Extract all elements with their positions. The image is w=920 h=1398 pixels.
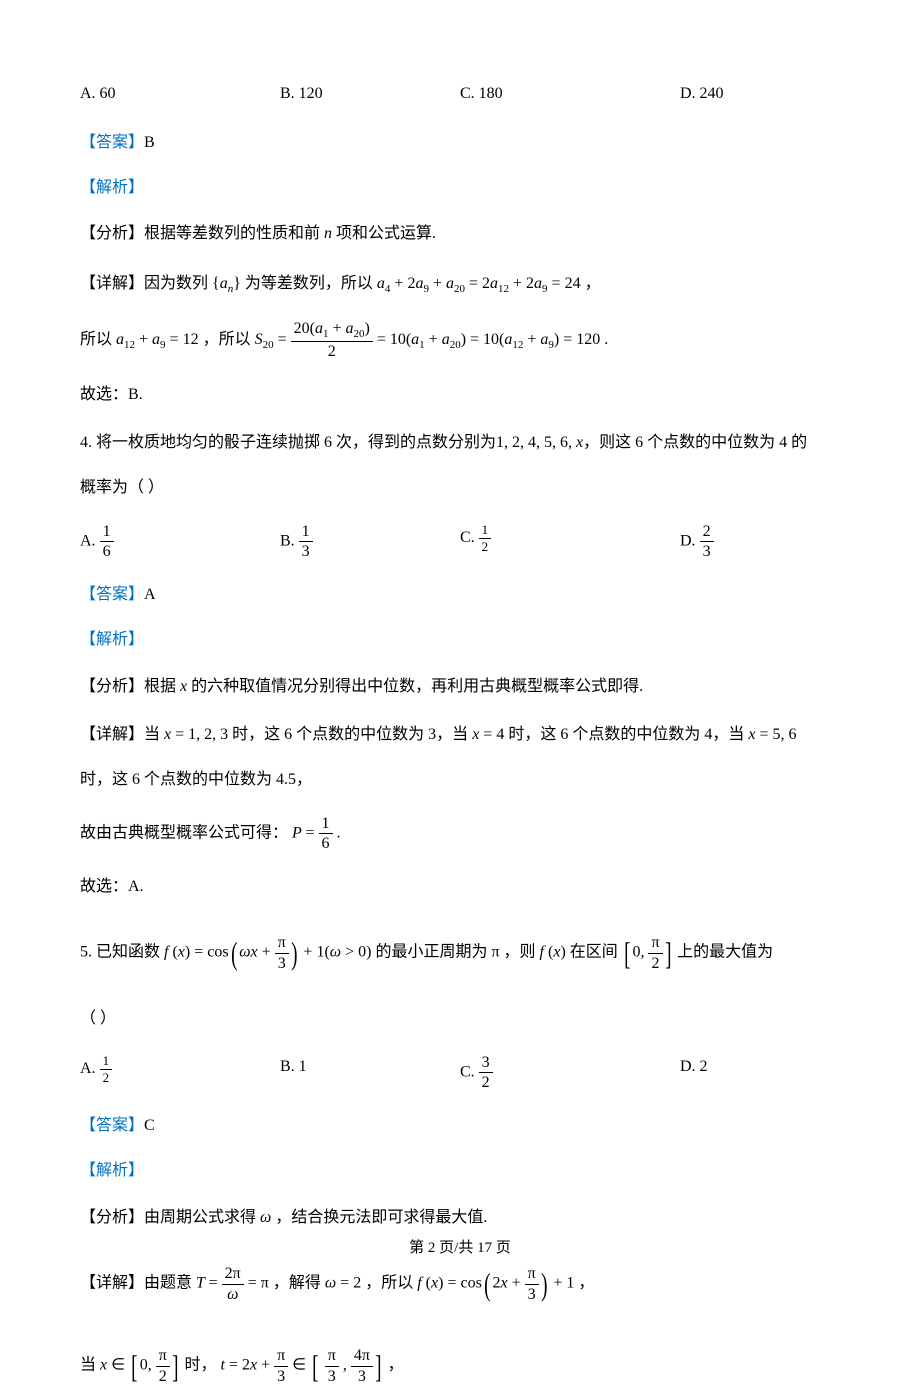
q4-answer-label: 【答案】	[80, 586, 144, 603]
q5-choice-c: C. 32	[460, 1053, 680, 1092]
q4-vals: 1, 2, 4, 5, 6, x	[496, 434, 583, 451]
q4-analysis-label: 【解析】	[80, 626, 840, 655]
q4-choice-a: A. 16	[80, 522, 280, 561]
q5-choice-a: A. 12	[80, 1053, 280, 1092]
q3-answer-line: 【答案】B	[80, 129, 840, 158]
q5-answer: C	[144, 1117, 155, 1134]
q3-answer-label: 【答案】	[80, 134, 144, 151]
q5-choice-b: B. 1	[280, 1053, 460, 1092]
q3-choices: A. 60 B. 120 C. 180 D. 240	[80, 80, 840, 109]
q4-detail-3: 故由古典概型概率公式可得： P = 16 .	[80, 814, 840, 853]
q4-detail-1: 【详解】当 x = 1, 2, 3 时，这 6 个点数的中位数为 3，当 x =…	[80, 721, 840, 750]
q3-detail-1: 【详解】因为数列 {an} 为等差数列，所以 a4 + 2a9 + a20 = …	[80, 268, 840, 300]
q3-choice-d: D. 240	[680, 80, 820, 109]
q3-eq2-tail: = 10(a1 + a20) = 10(a12 + a9) = 120	[377, 331, 600, 348]
q5-answer-label: 【答案】	[80, 1117, 144, 1134]
q3-choice-c: C. 180	[460, 80, 680, 109]
q4-detail-2: 时，这 6 个点数的中位数为 4.5，	[80, 764, 840, 796]
q5-stem: 5. 已知函数 f (x) = cos(ωx + π3) + 1(ω > 0) …	[80, 921, 840, 985]
q3-choice-a: A. 60	[80, 80, 280, 109]
q3-detail-label: 【详解】	[80, 275, 144, 292]
q5-detail-2: 当 x ∈ [0, π2] 时， t = 2x + π3 ∈ [ π3 , 4π…	[80, 1334, 840, 1398]
q4-choice-d: D. 23	[680, 522, 820, 561]
q4-fenxi: 【分析】根据 x 的六种取值情况分别得出中位数，再利用古典概型概率公式即得.	[80, 671, 840, 703]
q3-fenxi: 【分析】根据等差数列的性质和前 n 项和公式运算.	[80, 218, 840, 250]
q5-fenxi: 【分析】由周期公式求得 ω ，结合换元法即可求得最大值.	[80, 1202, 840, 1234]
q3-analysis-label: 【解析】	[80, 174, 840, 203]
q3-n: n	[324, 225, 336, 242]
q5-choice-d: D. 2	[680, 1053, 820, 1092]
q3-s20: S20 =	[255, 331, 291, 348]
q3-fenxi-text: 根据等差数列的性质和前	[144, 225, 320, 242]
q4-conclusion: 故选：A.	[80, 871, 840, 903]
q4-choices: A. 16 B. 13 C. 12 D. 23	[80, 522, 840, 561]
q3-eq1: a4 + 2a9 + a20 = 2a12 + 2a9 = 24	[377, 275, 581, 292]
q3-frac: 20(a1 + a20) 2	[291, 319, 373, 362]
q4-choice-b: B. 13	[280, 522, 460, 561]
q3-eq2a: a12 + a9 = 12	[116, 331, 199, 348]
q3-fenxi-text2: 项和公式运算.	[336, 225, 436, 242]
q5-analysis-label: 【解析】	[80, 1157, 840, 1186]
q3-fenxi-label: 【分析】	[80, 225, 144, 242]
q4-choice-c: C. 12	[460, 522, 680, 561]
q4-stem: 4. 将一枚质地均匀的骰子连续抛掷 6 次，得到的点数分别为1, 2, 4, 5…	[80, 429, 840, 458]
page-footer: 第 2 页/共 17 页	[0, 1235, 920, 1262]
q4-answer-line: 【答案】A	[80, 581, 840, 610]
q3-conclusion: 故选：B.	[80, 379, 840, 411]
q3-choice-b: B. 120	[280, 80, 460, 109]
q3-seq: {an}	[212, 275, 241, 292]
q4-answer: A	[144, 586, 156, 603]
q5-choices: A. 12 B. 1 C. 32 D. 2	[80, 1053, 840, 1092]
q3-detail-2: 所以 a12 + a9 = 12 ，所以 S20 = 20(a1 + a20) …	[80, 319, 840, 362]
q3-answer: B	[144, 134, 155, 151]
q5-stem-2: （ ）	[80, 1003, 840, 1035]
q4-stem-2: 概率为（ ）	[80, 472, 840, 504]
q5-answer-line: 【答案】C	[80, 1112, 840, 1141]
